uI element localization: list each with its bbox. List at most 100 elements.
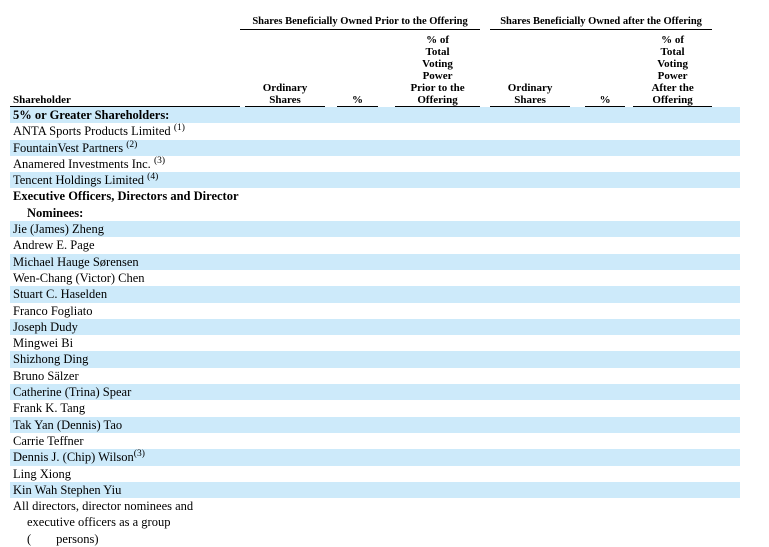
column-spacer <box>240 416 245 433</box>
voting-power-prior-cell <box>395 433 480 449</box>
percent-after-cell <box>585 449 626 466</box>
column-spacer <box>480 303 490 319</box>
table-row: Dennis J. (Chip) Wilson(3) <box>10 449 741 466</box>
column-spacer <box>240 481 245 499</box>
column-spacer <box>712 351 741 368</box>
column-spacer <box>625 286 634 303</box>
column-spacer <box>712 384 741 401</box>
column-spacer <box>570 318 586 336</box>
table-row: FountainVest Partners (2) <box>10 139 741 156</box>
table-row: Andrew E. Page <box>10 237 740 253</box>
column-spacer <box>325 498 337 547</box>
column-spacer <box>625 335 633 351</box>
column-spacer <box>378 351 395 368</box>
column-spacer <box>570 481 586 499</box>
column-spacer <box>325 416 337 433</box>
column-spacer <box>712 335 740 351</box>
column-spacer <box>325 156 337 172</box>
column-spacer <box>378 449 395 466</box>
column-spacer <box>712 156 740 172</box>
column-spacer <box>570 400 585 416</box>
shareholder-name-cell: Franco Fogliato <box>10 303 240 319</box>
column-spacer <box>480 106 491 124</box>
percent-after-cell <box>585 139 626 156</box>
column-header-voting-power-after: % of Total Voting Power After the Offeri… <box>633 29 713 107</box>
column-header-percent-after: % <box>585 29 626 107</box>
column-spacer <box>570 221 586 238</box>
column-spacer <box>240 384 245 401</box>
table-row: Tencent Holdings Limited (4) <box>10 172 741 189</box>
ordinary-shares-after-cell <box>490 384 571 401</box>
column-spacer <box>712 416 741 433</box>
voting-power-after-cell <box>633 303 712 319</box>
shareholder-name: Franco Fogliato <box>13 303 93 318</box>
table-row: Catherine (Trina) Spear <box>10 384 741 401</box>
percent-after-cell <box>585 351 626 368</box>
table-row: Frank K. Tang <box>10 400 740 416</box>
column-spacer <box>325 481 337 499</box>
column-spacer <box>378 123 395 139</box>
column-header-voting-power-prior: % of Total Voting Power Prior to the Off… <box>395 29 481 107</box>
column-spacer <box>325 318 337 336</box>
percent-prior-cell <box>337 123 378 139</box>
column-spacer <box>570 139 586 156</box>
ordinary-shares-prior-cell <box>245 106 325 124</box>
column-spacer <box>480 481 491 499</box>
ordinary-shares-prior-cell <box>245 449 325 466</box>
column-header-shareholder: Shareholder <box>10 29 240 107</box>
percent-after-cell <box>585 400 625 416</box>
ordinary-shares-prior-cell <box>245 335 325 351</box>
ordinary-shares-after-cell <box>490 368 570 384</box>
voting-power-after-cell <box>633 106 713 124</box>
voting-power-prior-cell <box>395 172 481 189</box>
voting-power-after-cell <box>633 384 713 401</box>
voting-power-prior-cell <box>395 221 481 238</box>
column-spacer <box>325 449 337 466</box>
column-spacer <box>240 172 245 189</box>
ordinary-shares-after-cell <box>490 139 571 156</box>
column-spacer <box>325 172 337 189</box>
shareholder-name-cell: Wen-Chang (Victor) Chen <box>10 270 240 286</box>
table-row: Executive Officers, Directors and Direct… <box>10 188 740 221</box>
column-spacer <box>625 466 633 482</box>
shareholder-name: Dennis J. (Chip) Wilson <box>13 450 134 465</box>
shareholder-name-cell: Shizhong Ding <box>10 351 240 368</box>
ordinary-shares-after-cell <box>490 156 570 172</box>
percent-prior-cell <box>337 286 378 303</box>
percent-prior-cell <box>337 172 378 189</box>
table-body: 5% or Greater Shareholders: ANTA Sports … <box>10 106 741 547</box>
voting-power-prior-cell <box>395 188 480 221</box>
shareholder-name: Ling Xiong <box>13 466 71 481</box>
table-row: ANTA Sports Products Limited (1) <box>10 123 740 139</box>
column-spacer <box>625 30 633 107</box>
column-spacer <box>712 466 740 482</box>
shareholder-name-cell: Tencent Holdings Limited (4) <box>10 172 240 189</box>
percent-after-cell <box>585 270 625 286</box>
percent-after-cell <box>585 221 626 238</box>
column-spacer <box>480 466 490 482</box>
percent-prior-cell <box>337 384 378 401</box>
column-spacer <box>625 123 633 139</box>
column-spacer <box>378 303 395 319</box>
column-spacer <box>625 481 634 499</box>
voting-power-prior-cell <box>395 303 480 319</box>
ordinary-shares-prior-cell <box>245 237 325 253</box>
voting-power-after-cell <box>633 270 712 286</box>
shareholder-name-cell: Joseph Dudy <box>10 318 240 336</box>
percent-prior-cell <box>337 498 378 547</box>
column-spacer <box>625 188 633 221</box>
percent-after-cell <box>585 416 626 433</box>
column-spacer <box>480 384 491 401</box>
voting-power-prior-cell <box>395 384 481 401</box>
column-spacer <box>325 303 337 319</box>
shareholder-name: Tencent Holdings Limited <box>13 173 145 188</box>
shareholder-name: 5% or Greater Shareholders: <box>13 108 170 122</box>
column-spacer <box>378 416 395 433</box>
shareholder-name: All directors, director nominees and exec… <box>13 499 194 546</box>
percent-prior-cell <box>337 303 378 319</box>
table-row: Jie (James) Zheng <box>10 221 741 238</box>
group-header-row: Shares Beneficially Owned Prior to the O… <box>10 0 740 30</box>
ordinary-shares-after-cell <box>490 123 570 139</box>
voting-power-prior-cell <box>395 368 480 384</box>
column-spacer <box>625 253 634 270</box>
